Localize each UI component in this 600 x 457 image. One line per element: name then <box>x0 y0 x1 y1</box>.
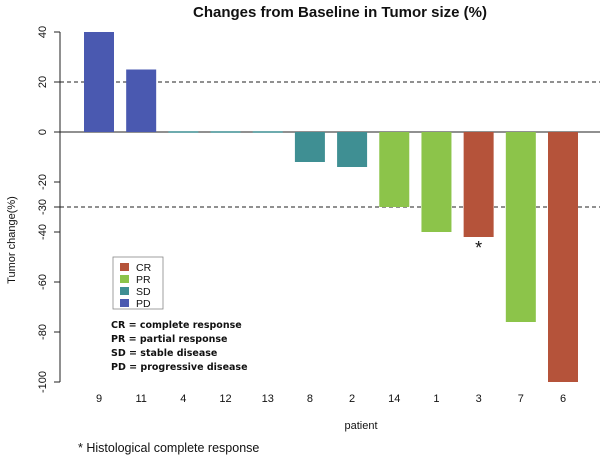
legend-label-sd: SD <box>136 286 151 298</box>
y-tick-label: -30 <box>37 199 49 215</box>
bar-patient-4 <box>168 131 199 133</box>
y-tick-label: -60 <box>37 274 49 290</box>
definition-line: CR = complete response <box>111 320 242 331</box>
y-tick-label: -40 <box>37 224 49 240</box>
y-tick-label: 40 <box>37 26 49 38</box>
x-tick-label: 7 <box>518 393 524 405</box>
bar-patient-14 <box>379 132 410 207</box>
histological-cr-marker: * <box>475 238 482 258</box>
bar-patient-12 <box>210 131 241 133</box>
x-tick-label: 1 <box>433 393 439 405</box>
x-tick-label: 3 <box>476 393 482 405</box>
legend-swatch-pd <box>120 299 129 307</box>
bar-patient-2 <box>337 132 368 167</box>
y-tick-label: 20 <box>37 76 49 88</box>
x-tick-label: 4 <box>180 393 186 405</box>
legend-label-cr: CR <box>136 262 152 274</box>
legend-swatch-pr <box>120 275 129 283</box>
bar-patient-3 <box>463 132 494 237</box>
x-tick-label: 6 <box>560 393 566 405</box>
x-tick-label: 12 <box>219 393 231 405</box>
legend-label-pd: PD <box>136 298 151 310</box>
bar-patient-11 <box>126 69 157 132</box>
y-tick-label: 0 <box>37 129 49 135</box>
y-axis: 40 20 0 -20 -30 -40 -60 -80 -100 <box>37 26 61 393</box>
x-tick-label: 11 <box>135 393 146 405</box>
definition-line: PD = progressive disease <box>111 362 248 373</box>
y-axis-label: Tumor change(%) <box>6 196 18 284</box>
y-tick-label: -80 <box>37 324 49 340</box>
legend-swatch-sd <box>120 287 129 295</box>
definition-line: PR = partial response <box>111 334 228 345</box>
bar-patient-13 <box>252 131 283 133</box>
bar-patient-6 <box>548 132 578 382</box>
bar-patient-8 <box>294 132 325 162</box>
y-tick-label: -100 <box>37 371 49 393</box>
bar-patient-9 <box>84 32 114 132</box>
x-axis-tick-labels: 9 11 4 12 13 8 2 14 1 3 7 6 <box>96 393 566 405</box>
x-tick-label: 8 <box>307 393 313 405</box>
x-tick-label: 14 <box>388 393 400 405</box>
bar-patient-7 <box>505 132 536 322</box>
chart-title: Changes from Baseline in Tumor size (%) <box>193 4 487 21</box>
legend-label-pr: PR <box>136 274 151 286</box>
bar-patient-1 <box>421 132 452 232</box>
x-axis-label: patient <box>344 420 377 432</box>
definition-line: SD = stable disease <box>111 348 217 359</box>
bars: * <box>84 32 578 382</box>
x-tick-label: 13 <box>262 393 274 405</box>
y-tick-label: -20 <box>37 174 49 190</box>
footnote: * Histological complete response <box>78 441 259 455</box>
response-definitions: CR = complete response PR = partial respo… <box>111 320 248 373</box>
x-tick-label: 9 <box>96 393 102 405</box>
x-tick-label: 2 <box>349 393 355 405</box>
legend-box <box>112 256 164 310</box>
legend-swatch-cr <box>120 263 129 271</box>
